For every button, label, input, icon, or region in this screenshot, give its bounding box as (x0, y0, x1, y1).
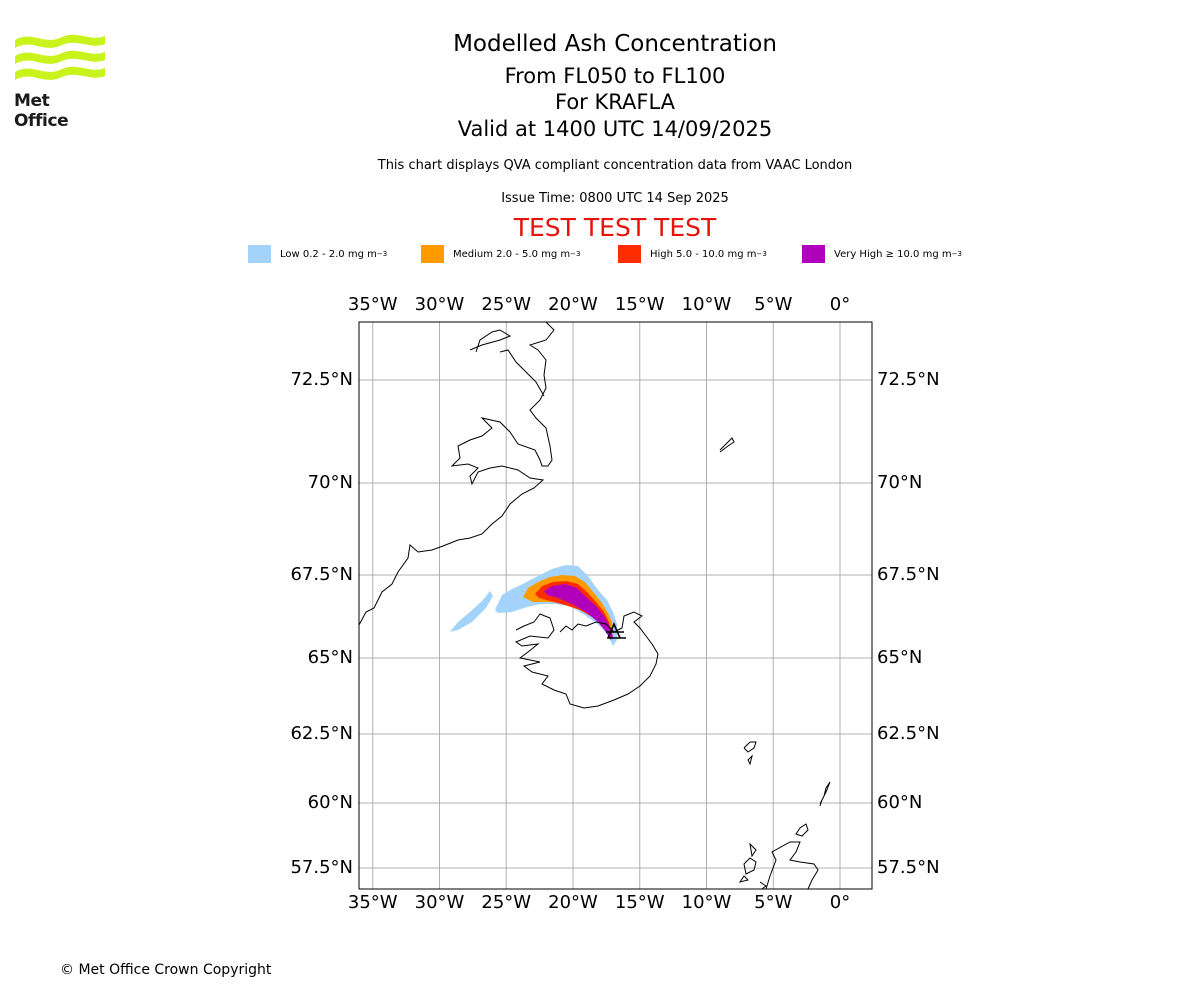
legend-label-very-high: Very High ≥ 10.0 mg m (834, 248, 952, 260)
copyright: © Met Office Crown Copyright (60, 962, 272, 978)
lon-tick-label-top: 10°W (681, 294, 732, 315)
met-office-logo: Met Office (14, 30, 106, 131)
legend-item-high: High 5.0 - 10.0 mg m −3 (618, 245, 767, 263)
lat-tick-label-left: 60°N (307, 792, 353, 813)
lon-tick-label-bottom: 15°W (614, 892, 665, 913)
compliance-note: This chart displays QVA compliant concen… (377, 158, 853, 173)
ash-area-very-high (544, 584, 613, 640)
shetland-coast (819, 781, 831, 807)
faroe-islands-coast (743, 741, 757, 766)
lon-tick-label-top: 20°W (548, 294, 598, 315)
legend-exp-very-high: −3 (951, 250, 962, 258)
lon-tick-label-top: 30°W (414, 294, 465, 315)
lon-tick-label-bottom: 20°W (548, 892, 598, 913)
lat-tick-label-right: 62.5°N (877, 723, 940, 744)
ash-plume (450, 565, 617, 646)
legend-swatch-very-high (802, 245, 825, 263)
lat-tick-label-right: 60°N (877, 792, 923, 813)
lon-tick-label-bottom: 10°W (681, 892, 732, 913)
lat-tick-label-right: 72.5°N (877, 369, 940, 390)
lon-tick-label-top: 0° (829, 294, 851, 315)
jan-mayen-coast (719, 437, 735, 453)
lat-tick-label-left: 70°N (307, 472, 353, 493)
lat-tick-label-left: 67.5°N (290, 564, 353, 585)
lon-tick-label-bottom: 30°W (414, 892, 465, 913)
legend-label-high: High 5.0 - 10.0 mg m (650, 248, 757, 260)
lon-tick-label-top: 5°W (754, 294, 793, 315)
lat-tick-label-left: 72.5°N (290, 369, 353, 390)
chart-title: Modelled Ash Concentration (453, 31, 777, 57)
lat-tick-label-left: 62.5°N (290, 723, 353, 744)
map-frame (358, 321, 873, 890)
lat-tick-label-right: 65°N (877, 647, 923, 668)
volcano-marker (606, 621, 626, 639)
issue-time: Issue Time: 0800 UTC 14 Sep 2025 (501, 191, 729, 206)
orkney-coast (795, 823, 809, 837)
lon-tick-label-top: 35°W (347, 294, 398, 315)
legend-item-low: Low 0.2 - 2.0 mg m −3 (248, 245, 387, 263)
valid-time: Valid at 1400 UTC 14/09/2025 (457, 117, 773, 141)
lon-tick-label-top: 15°W (614, 294, 665, 315)
legend-label-medium: Medium 2.0 - 5.0 mg m (453, 248, 571, 260)
legend-item-medium: Medium 2.0 - 5.0 mg m −3 (421, 245, 580, 263)
test-banner: TEST TEST TEST (513, 213, 717, 242)
lon-tick-label-bottom: 25°W (481, 892, 532, 913)
legend-swatch-high (618, 245, 641, 263)
legend-exp-high: −3 (756, 250, 767, 258)
legend-swatch-medium (421, 245, 444, 263)
lat-tick-label-right: 57.5°N (877, 857, 940, 878)
scotland-coast (738, 841, 819, 890)
lat-tick-label-left: 57.5°N (290, 857, 353, 878)
legend-swatch-low (248, 245, 271, 263)
legend-item-very-high: Very High ≥ 10.0 mg m −3 (802, 245, 962, 263)
lon-tick-label-bottom: 35°W (347, 892, 398, 913)
lon-tick-label-bottom: 0° (829, 892, 851, 913)
flight-levels: From FL050 to FL100 (504, 64, 726, 88)
legend-label-low: Low 0.2 - 2.0 mg m (280, 248, 377, 260)
legend-exp-medium: −3 (570, 250, 581, 258)
lat-tick-label-right: 70°N (877, 472, 923, 493)
lat-tick-label-left: 65°N (307, 647, 353, 668)
map-gridlines (359, 322, 872, 889)
volcano-name: For KRAFLA (555, 90, 675, 114)
coastlines (358, 321, 831, 890)
met-office-waves-icon (15, 34, 105, 80)
lon-tick-label-bottom: 5°W (754, 892, 793, 913)
lon-tick-label-top: 25°W (481, 294, 532, 315)
legend-exp-low: −3 (376, 250, 388, 258)
logo-text: Met Office (14, 91, 69, 131)
iceland-coast (514, 611, 659, 709)
greenland-coast (358, 321, 555, 626)
lat-tick-label-right: 67.5°N (877, 564, 940, 585)
